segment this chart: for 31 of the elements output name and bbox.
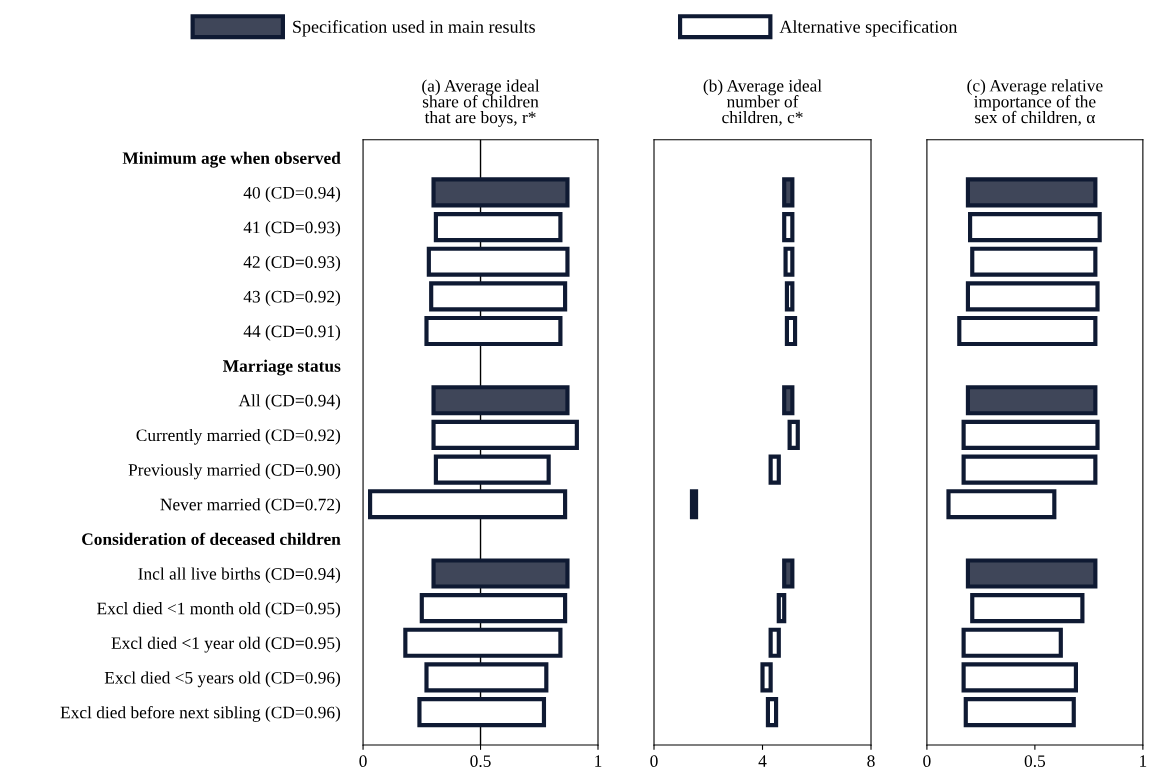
y-tick-label: 44 (CD=0.91) — [243, 324, 341, 341]
y-tick-label: 41 (CD=0.93) — [243, 221, 341, 237]
x-tick-label: 1 — [595, 755, 602, 767]
x-tick-label: 0.5 — [1024, 755, 1046, 767]
y-tick-label: 42 (CD=0.93) — [243, 255, 341, 272]
y-tick-label: Excl died before next sibling (CD=0.96) — [60, 705, 341, 722]
y-tick-label: 40 (CD=0.94) — [243, 186, 341, 203]
y-tick-label: Minimum age when observed — [122, 151, 341, 168]
y-tick-label: Excl died <1 year old (CD=0.95) — [111, 636, 341, 653]
legend-label: Alternative specification — [779, 19, 958, 37]
chart-title: (b) Average ideal number of children, c* — [703, 79, 822, 126]
x-tick-label: 0 — [359, 755, 367, 767]
y-tick-label: Previously married (CD=0.90) — [128, 463, 341, 480]
y-tick-label: All (CD=0.94) — [238, 394, 341, 410]
x-tick-label: 4 — [758, 755, 767, 767]
y-tick-label: Excl died <1 month old (CD=0.95) — [97, 602, 341, 618]
legend-label: Specification used in main results — [293, 19, 535, 37]
chart-title: (a) Average ideal share of children that are boys, r* — [422, 79, 540, 127]
y-tick-label: Consideration of deceased children — [82, 532, 341, 546]
x-tick-label: 1 — [1140, 755, 1147, 767]
y-tick-label: Marriage status — [223, 359, 341, 376]
x-tick-label: 0.5 — [470, 755, 491, 767]
chart-title: (c) Average relative importance of the sex of children, α — [967, 79, 1103, 126]
y-tick-label: Never married (CD=0.72) — [160, 498, 341, 514]
y-tick-label: 43 (CD=0.92) — [243, 290, 341, 307]
x-tick-label: 0 — [650, 755, 658, 767]
y-tick-label: Currently married (CD=0.92) — [136, 428, 341, 445]
x-tick-label: 8 — [867, 755, 875, 767]
x-tick-label: 0 — [923, 755, 931, 767]
y-tick-label: Incl all live births (CD=0.94) — [138, 567, 341, 584]
y-tick-label: Excl died <5 years old (CD=0.96) — [104, 671, 341, 688]
